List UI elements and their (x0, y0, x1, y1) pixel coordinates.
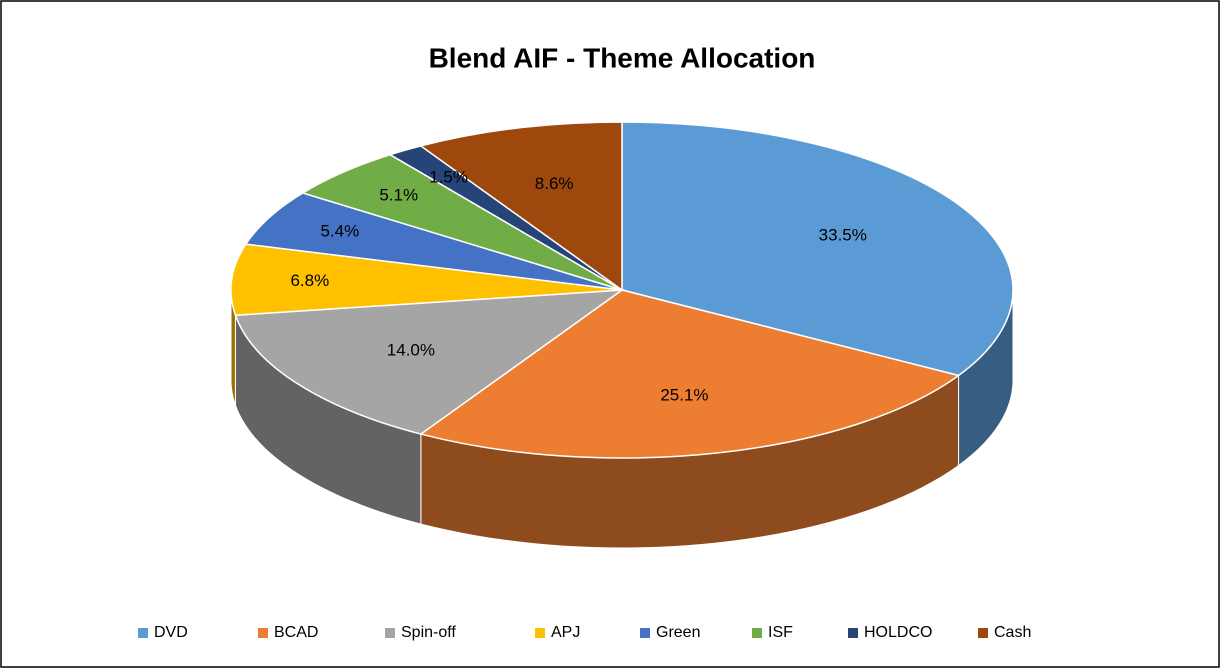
legend-swatch (848, 628, 858, 638)
legend-swatch (138, 628, 148, 638)
pie-slice (244, 192, 623, 291)
pie-slice (419, 121, 623, 292)
legend-label: ISF (768, 624, 793, 641)
legend-label: APJ (551, 624, 580, 641)
legend-label: Cash (994, 624, 1031, 641)
data-label: 1.5% (429, 168, 468, 187)
legend-label: DVD (154, 624, 188, 641)
legend-swatch (978, 628, 988, 638)
data-label: 5.4% (320, 221, 359, 240)
data-label: 8.6% (535, 174, 574, 193)
legend-label: Spin-off (401, 624, 456, 641)
data-label: 6.8% (290, 271, 329, 290)
legend-swatch (385, 628, 395, 638)
legend-label: Green (656, 624, 700, 641)
chart-title: Blend AIF - Theme Allocation (429, 42, 816, 73)
data-label: 25.1% (660, 385, 708, 404)
pie-slice (234, 289, 625, 435)
legend-swatch (535, 628, 545, 638)
data-label: 14.0% (387, 340, 435, 359)
pie-slice (230, 243, 623, 317)
pie-slice (621, 121, 1014, 377)
legend-label: HOLDCO (864, 624, 932, 641)
legend-label: BCAD (274, 624, 318, 641)
legend-swatch (752, 628, 762, 638)
data-label: 33.5% (819, 225, 867, 244)
legend-swatch (640, 628, 650, 638)
pie-slice (419, 289, 961, 459)
data-label: 5.1% (379, 185, 418, 204)
legend-swatch (258, 628, 268, 638)
